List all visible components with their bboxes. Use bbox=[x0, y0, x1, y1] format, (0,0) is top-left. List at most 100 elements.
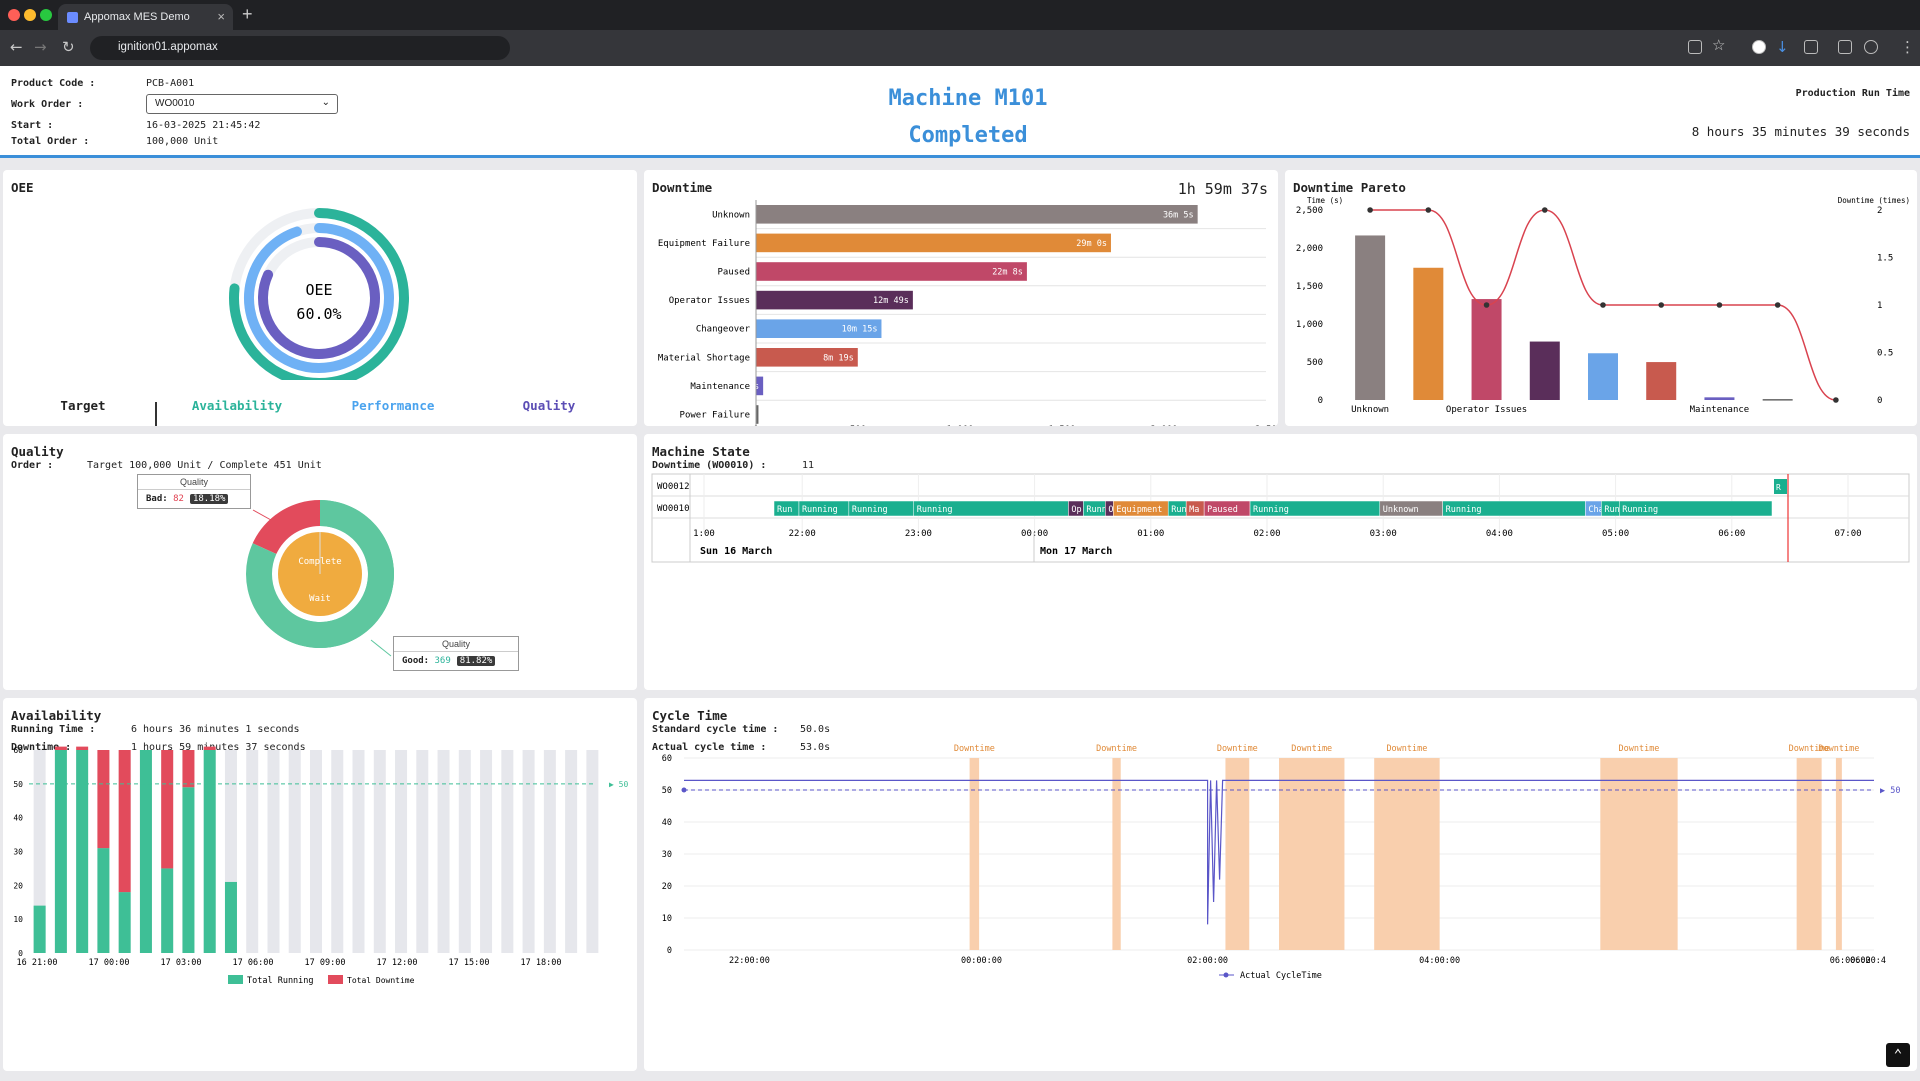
reload-icon[interactable]: ↻ bbox=[62, 38, 75, 56]
pareto-bar-6 bbox=[1704, 397, 1735, 400]
av-downtime-label: Downtime : bbox=[11, 742, 72, 753]
bad-slice bbox=[252, 500, 320, 555]
pareto-bar-5 bbox=[1646, 362, 1677, 400]
address-bar[interactable]: ignition01.appomax bbox=[90, 36, 510, 60]
y-tick: 1,000 bbox=[1296, 320, 1323, 330]
state-label: O bbox=[1108, 505, 1113, 515]
work-order-label: Work Order : bbox=[11, 99, 84, 110]
bar-bg-21 bbox=[480, 750, 493, 953]
downtime-band-5 bbox=[1600, 758, 1678, 950]
profile-icon[interactable] bbox=[1864, 40, 1878, 54]
new-tab-icon[interactable]: + bbox=[242, 4, 253, 24]
bar-label: 10m 15s bbox=[842, 325, 878, 335]
bad-label: Bad: bbox=[146, 494, 168, 504]
y2-tick: 1.5 bbox=[1877, 254, 1893, 264]
extension-icon[interactable] bbox=[1752, 40, 1766, 54]
x-tick: 17 09:00 bbox=[305, 958, 346, 968]
y-tick: 2,500 bbox=[1296, 206, 1323, 216]
downtime-bar-6 bbox=[161, 750, 174, 869]
running-bar-5 bbox=[139, 750, 152, 953]
close-tab-icon[interactable]: × bbox=[217, 9, 225, 24]
availability-chart: 0 10 20 30 40 50 60 ▶ 50 16 21:00 17 00:00 17 03:0… bbox=[13, 746, 628, 986]
date-label: Sun 16 March bbox=[700, 546, 772, 557]
machine-state-timeline: WO0012 WO0010 1:00 22:00 23:00 00:00 01:00 02:0… bbox=[651, 473, 1910, 563]
bad-tooltip-header: Quality bbox=[138, 475, 250, 490]
forward-icon[interactable]: → bbox=[34, 38, 47, 56]
y-tick: 10 bbox=[13, 915, 23, 924]
pareto-point-2 bbox=[1483, 302, 1490, 308]
bar-5 bbox=[756, 348, 858, 367]
x-tick: 17 06:00 bbox=[233, 958, 274, 968]
puzzle-icon[interactable] bbox=[1804, 40, 1818, 54]
y-tick: 20 bbox=[13, 881, 23, 890]
bar-bg-22 bbox=[501, 750, 514, 953]
downtime-band-7 bbox=[1835, 758, 1842, 950]
oee-title: OEE bbox=[11, 180, 34, 195]
inner-label-wait: Wait bbox=[309, 594, 331, 604]
translate-icon[interactable] bbox=[1688, 40, 1702, 54]
standard-label: ▶ 50 bbox=[1880, 786, 1900, 796]
downtime-band-0 bbox=[969, 758, 980, 950]
order-text: Target 100,000 Unit / Complete 451 Unit bbox=[87, 460, 322, 471]
machine-name: Machine M101 bbox=[888, 86, 1048, 111]
good-slice-fill bbox=[246, 500, 395, 648]
state-label: Runn bbox=[1086, 505, 1106, 515]
menu-icon[interactable]: ⋮ bbox=[1900, 38, 1915, 56]
time-tick: 1:00 bbox=[693, 529, 715, 539]
y-tick: 40 bbox=[662, 818, 672, 828]
state-segment-16 bbox=[1619, 500, 1773, 517]
minimize-window-icon[interactable] bbox=[24, 9, 36, 21]
pareto-point-5 bbox=[1658, 302, 1665, 308]
time-tick: 22:00 bbox=[789, 529, 816, 539]
work-order-select[interactable]: WO0010 ⌄ bbox=[146, 94, 338, 114]
category-label: Equipment Failure bbox=[658, 239, 750, 249]
machine-state-card: Machine State Downtime (WO0010) : 11 WO0… bbox=[644, 434, 1917, 690]
downtime-band-6 bbox=[1796, 758, 1822, 950]
back-icon[interactable]: ← bbox=[10, 38, 23, 56]
kpi-divider bbox=[155, 402, 157, 426]
category-label: Paused bbox=[717, 268, 750, 278]
bar-4 bbox=[756, 319, 882, 338]
y-tick: 30 bbox=[13, 848, 23, 857]
bar-bg-17 bbox=[395, 750, 408, 953]
pareto-bar-7 bbox=[1762, 399, 1793, 401]
state-label: Running bbox=[917, 505, 953, 515]
bar-label: 29m 0s bbox=[1076, 239, 1107, 249]
act-cycle-value: 53.0s bbox=[800, 742, 831, 753]
category-label: Power Failure bbox=[680, 411, 750, 421]
y-tick: 20 bbox=[662, 882, 672, 892]
ms-downtime-label: Downtime (WO0010) : bbox=[652, 460, 767, 471]
downtime-band-2 bbox=[1225, 758, 1250, 950]
legend-actual: Actual CycleTime bbox=[1240, 971, 1322, 981]
downtime-bar-3 bbox=[97, 750, 110, 849]
state-label: Equipment bbox=[1116, 505, 1162, 515]
close-window-icon[interactable] bbox=[8, 9, 20, 21]
bar-bg-11 bbox=[267, 750, 280, 953]
x-tick: 04:00:00 bbox=[1419, 956, 1460, 966]
ms-downtime-count: 11 bbox=[802, 460, 815, 471]
cast-icon[interactable] bbox=[1838, 40, 1852, 54]
y-tick: 40 bbox=[13, 814, 23, 823]
state-label: Cha bbox=[1588, 505, 1603, 515]
browser-tab[interactable]: Appomax MES Demo × bbox=[58, 4, 233, 30]
category-label: Changeover bbox=[696, 325, 751, 335]
x-tick: 17 00:00 bbox=[89, 958, 130, 968]
good-leader bbox=[370, 639, 392, 657]
category-label: Operator Issues bbox=[669, 296, 750, 306]
scroll-top-icon[interactable]: ⌃ bbox=[1886, 1043, 1910, 1067]
x-tick: 17 18:00 bbox=[521, 958, 562, 968]
x-tick: 500 bbox=[850, 425, 866, 426]
y-tick: 50 bbox=[662, 786, 672, 796]
star-icon[interactable]: ☆ bbox=[1712, 36, 1726, 54]
downtime-total: 1h 59m 37s bbox=[1177, 180, 1268, 198]
y-axis-label: Time (s) bbox=[1307, 196, 1343, 205]
oee-rings: OEE 60.0% bbox=[229, 208, 409, 380]
state-label: Run bbox=[1171, 505, 1186, 515]
bad-count: 82 bbox=[173, 494, 184, 504]
download-icon[interactable]: ↓ bbox=[1776, 38, 1789, 56]
maximize-window-icon[interactable] bbox=[40, 9, 52, 21]
x-tick: Unknown bbox=[1351, 405, 1389, 415]
x-tick: 2,000 bbox=[1150, 425, 1177, 426]
row-label: WO0010 bbox=[657, 504, 690, 514]
